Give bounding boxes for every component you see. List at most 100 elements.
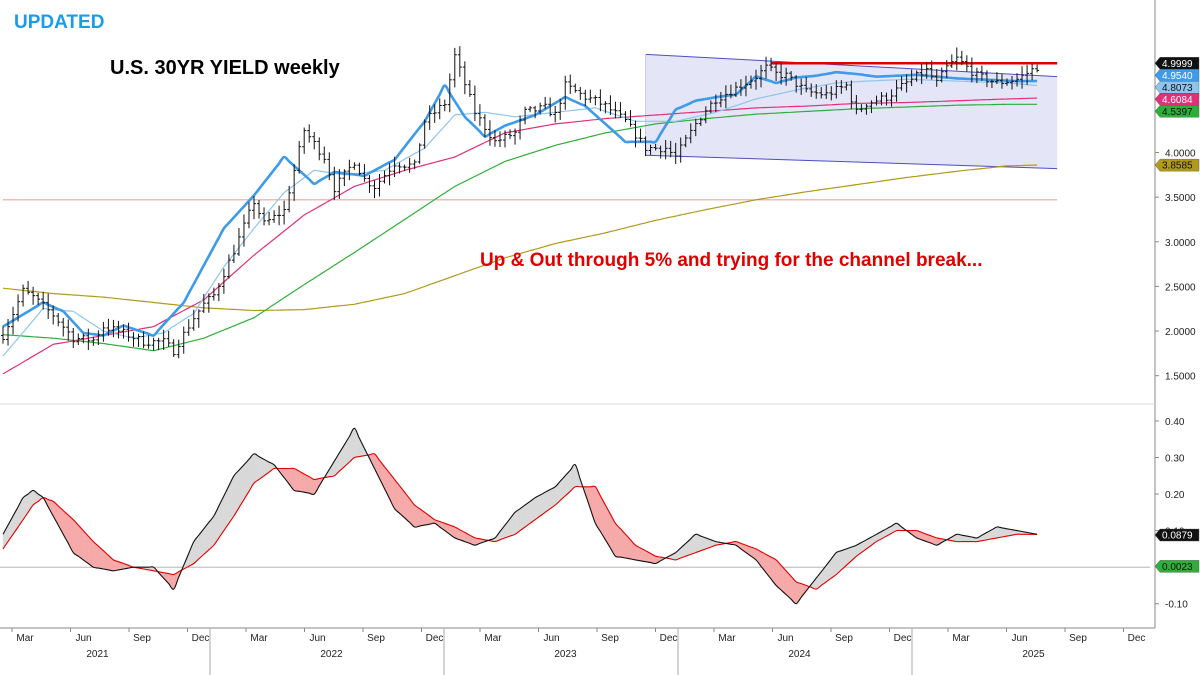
- oscillator-fill: [595, 486, 599, 528]
- oscillator-fill: [790, 575, 794, 602]
- oscillator-fill: [956, 534, 960, 542]
- price-badge: [1154, 158, 1200, 172]
- osc-badge-label: 0.0879: [1162, 531, 1193, 542]
- oscillator-fill: [542, 491, 546, 515]
- oscillator-fill: [783, 567, 787, 595]
- oscillator-fill: [228, 480, 232, 524]
- annotation-text: Up & Out through 5% and trying for the c…: [480, 250, 982, 271]
- month-tick-label: Dec: [1128, 633, 1146, 644]
- green_ma-line: [2, 103, 1038, 352]
- oscillator-fill: [231, 475, 235, 521]
- oscillator-fill: [959, 534, 962, 542]
- oscillator-fill: [612, 518, 616, 557]
- channel-upper-line: [645, 53, 1058, 78]
- oscillator-fill: [306, 475, 310, 494]
- month-tick-label: Dec: [192, 633, 210, 644]
- oscillator-fill: [98, 545, 102, 569]
- oscillator-fill: [620, 528, 624, 558]
- price-badge-label: 4.6084: [1162, 95, 1193, 106]
- oscillator-fill: [622, 531, 626, 559]
- oscillator-fill: [640, 547, 644, 562]
- oscillator-fill: [841, 549, 844, 571]
- oscillator-fill: [351, 427, 355, 461]
- oscillator-fill: [73, 519, 76, 555]
- oscillator-fill: [78, 524, 81, 559]
- oscillator-fill: [570, 467, 573, 492]
- oscillator-fill: [103, 550, 107, 570]
- channel-lower-line: [645, 154, 1058, 170]
- oscillator-fill: [221, 495, 225, 535]
- oscillator-fill: [961, 535, 965, 542]
- oscillator-fill: [396, 482, 400, 514]
- oscillator-fill: [246, 458, 250, 496]
- oscillator-fill: [695, 534, 699, 553]
- oscillator-fill: [615, 522, 619, 557]
- oscillator-fill: [698, 534, 701, 552]
- oscillator-fill: [602, 500, 606, 541]
- oscillator-fill: [409, 498, 413, 526]
- oscillator-fill: [534, 496, 538, 520]
- month-tick-label: Sep: [601, 633, 619, 644]
- month-tick-label: Dec: [894, 633, 912, 644]
- oscillator-fill: [301, 472, 305, 493]
- month-tick-label: Mar: [952, 633, 970, 644]
- oscillator-fill: [299, 470, 302, 492]
- oscillator-fill: [773, 558, 777, 586]
- year-tick-label: 2024: [788, 649, 811, 660]
- month-tick-label: Dec: [660, 633, 678, 644]
- oscillator-fill: [1009, 529, 1013, 536]
- oscillator-fill: [198, 531, 202, 560]
- month-tick-label: Jun: [543, 633, 559, 644]
- price-badge: [1154, 93, 1200, 106]
- month-tick-label: Sep: [835, 633, 853, 644]
- price-tick-label: 3.0000: [1165, 238, 1196, 249]
- month-tick-label: Sep: [1069, 633, 1087, 644]
- oscillator-fill: [560, 478, 563, 501]
- horizontal-lines-layer: [3, 62, 1058, 201]
- oscillator-fill: [414, 504, 418, 528]
- osc-badge-label: 0.0023: [1162, 562, 1193, 573]
- oscillator-fill: [248, 456, 252, 492]
- oscillator-fill: [703, 536, 706, 551]
- price-bars-layer: [1, 46, 1040, 359]
- oscillator-fill: [562, 475, 566, 499]
- price-badge-label: 4.9999: [1162, 59, 1193, 70]
- oscillator-fill: [552, 486, 556, 508]
- oscillator-fill: [994, 526, 998, 539]
- oscillator-fill: [203, 525, 207, 555]
- oscillator-fill: [627, 536, 631, 560]
- oscillator-fill: [597, 491, 601, 533]
- oscillator-fill: [1006, 528, 1010, 537]
- oscillator-fill: [80, 527, 84, 561]
- oscillator-fill: [532, 497, 536, 522]
- oscillator-fill: [83, 530, 86, 562]
- month-tick-label: Jun: [1011, 633, 1027, 644]
- oscillator-fill: [1004, 528, 1008, 537]
- oscillator-fill: [100, 548, 104, 570]
- osc-badge: [1154, 528, 1200, 542]
- month-tick-label: Mar: [16, 633, 34, 644]
- oscillator-fill: [693, 533, 696, 554]
- oscillator-fill: [838, 550, 842, 573]
- oscillator-fill: [263, 459, 267, 477]
- oscillator-fill: [572, 464, 576, 490]
- year-tick-label: 2023: [554, 649, 577, 660]
- oscillator-fill: [85, 532, 89, 564]
- osc_red-line: [2, 453, 1038, 590]
- oscillator-fill: [95, 543, 99, 569]
- oscillator-fill: [637, 546, 641, 561]
- oscillator-fill: [238, 467, 242, 509]
- oscillator-fill: [399, 485, 403, 516]
- year-tick-label: 2022: [320, 649, 343, 660]
- oscillator-fill: [775, 559, 779, 589]
- oscillator-fill: [610, 514, 614, 553]
- oscillator-fill: [522, 504, 526, 530]
- oscillator-fill: [115, 560, 119, 571]
- price-badge: [1154, 105, 1200, 118]
- oscillator-fill: [635, 544, 639, 561]
- month-tick-label: Dec: [426, 633, 444, 644]
- oscillator-fill: [527, 501, 531, 526]
- oscillator-fill: [833, 552, 837, 577]
